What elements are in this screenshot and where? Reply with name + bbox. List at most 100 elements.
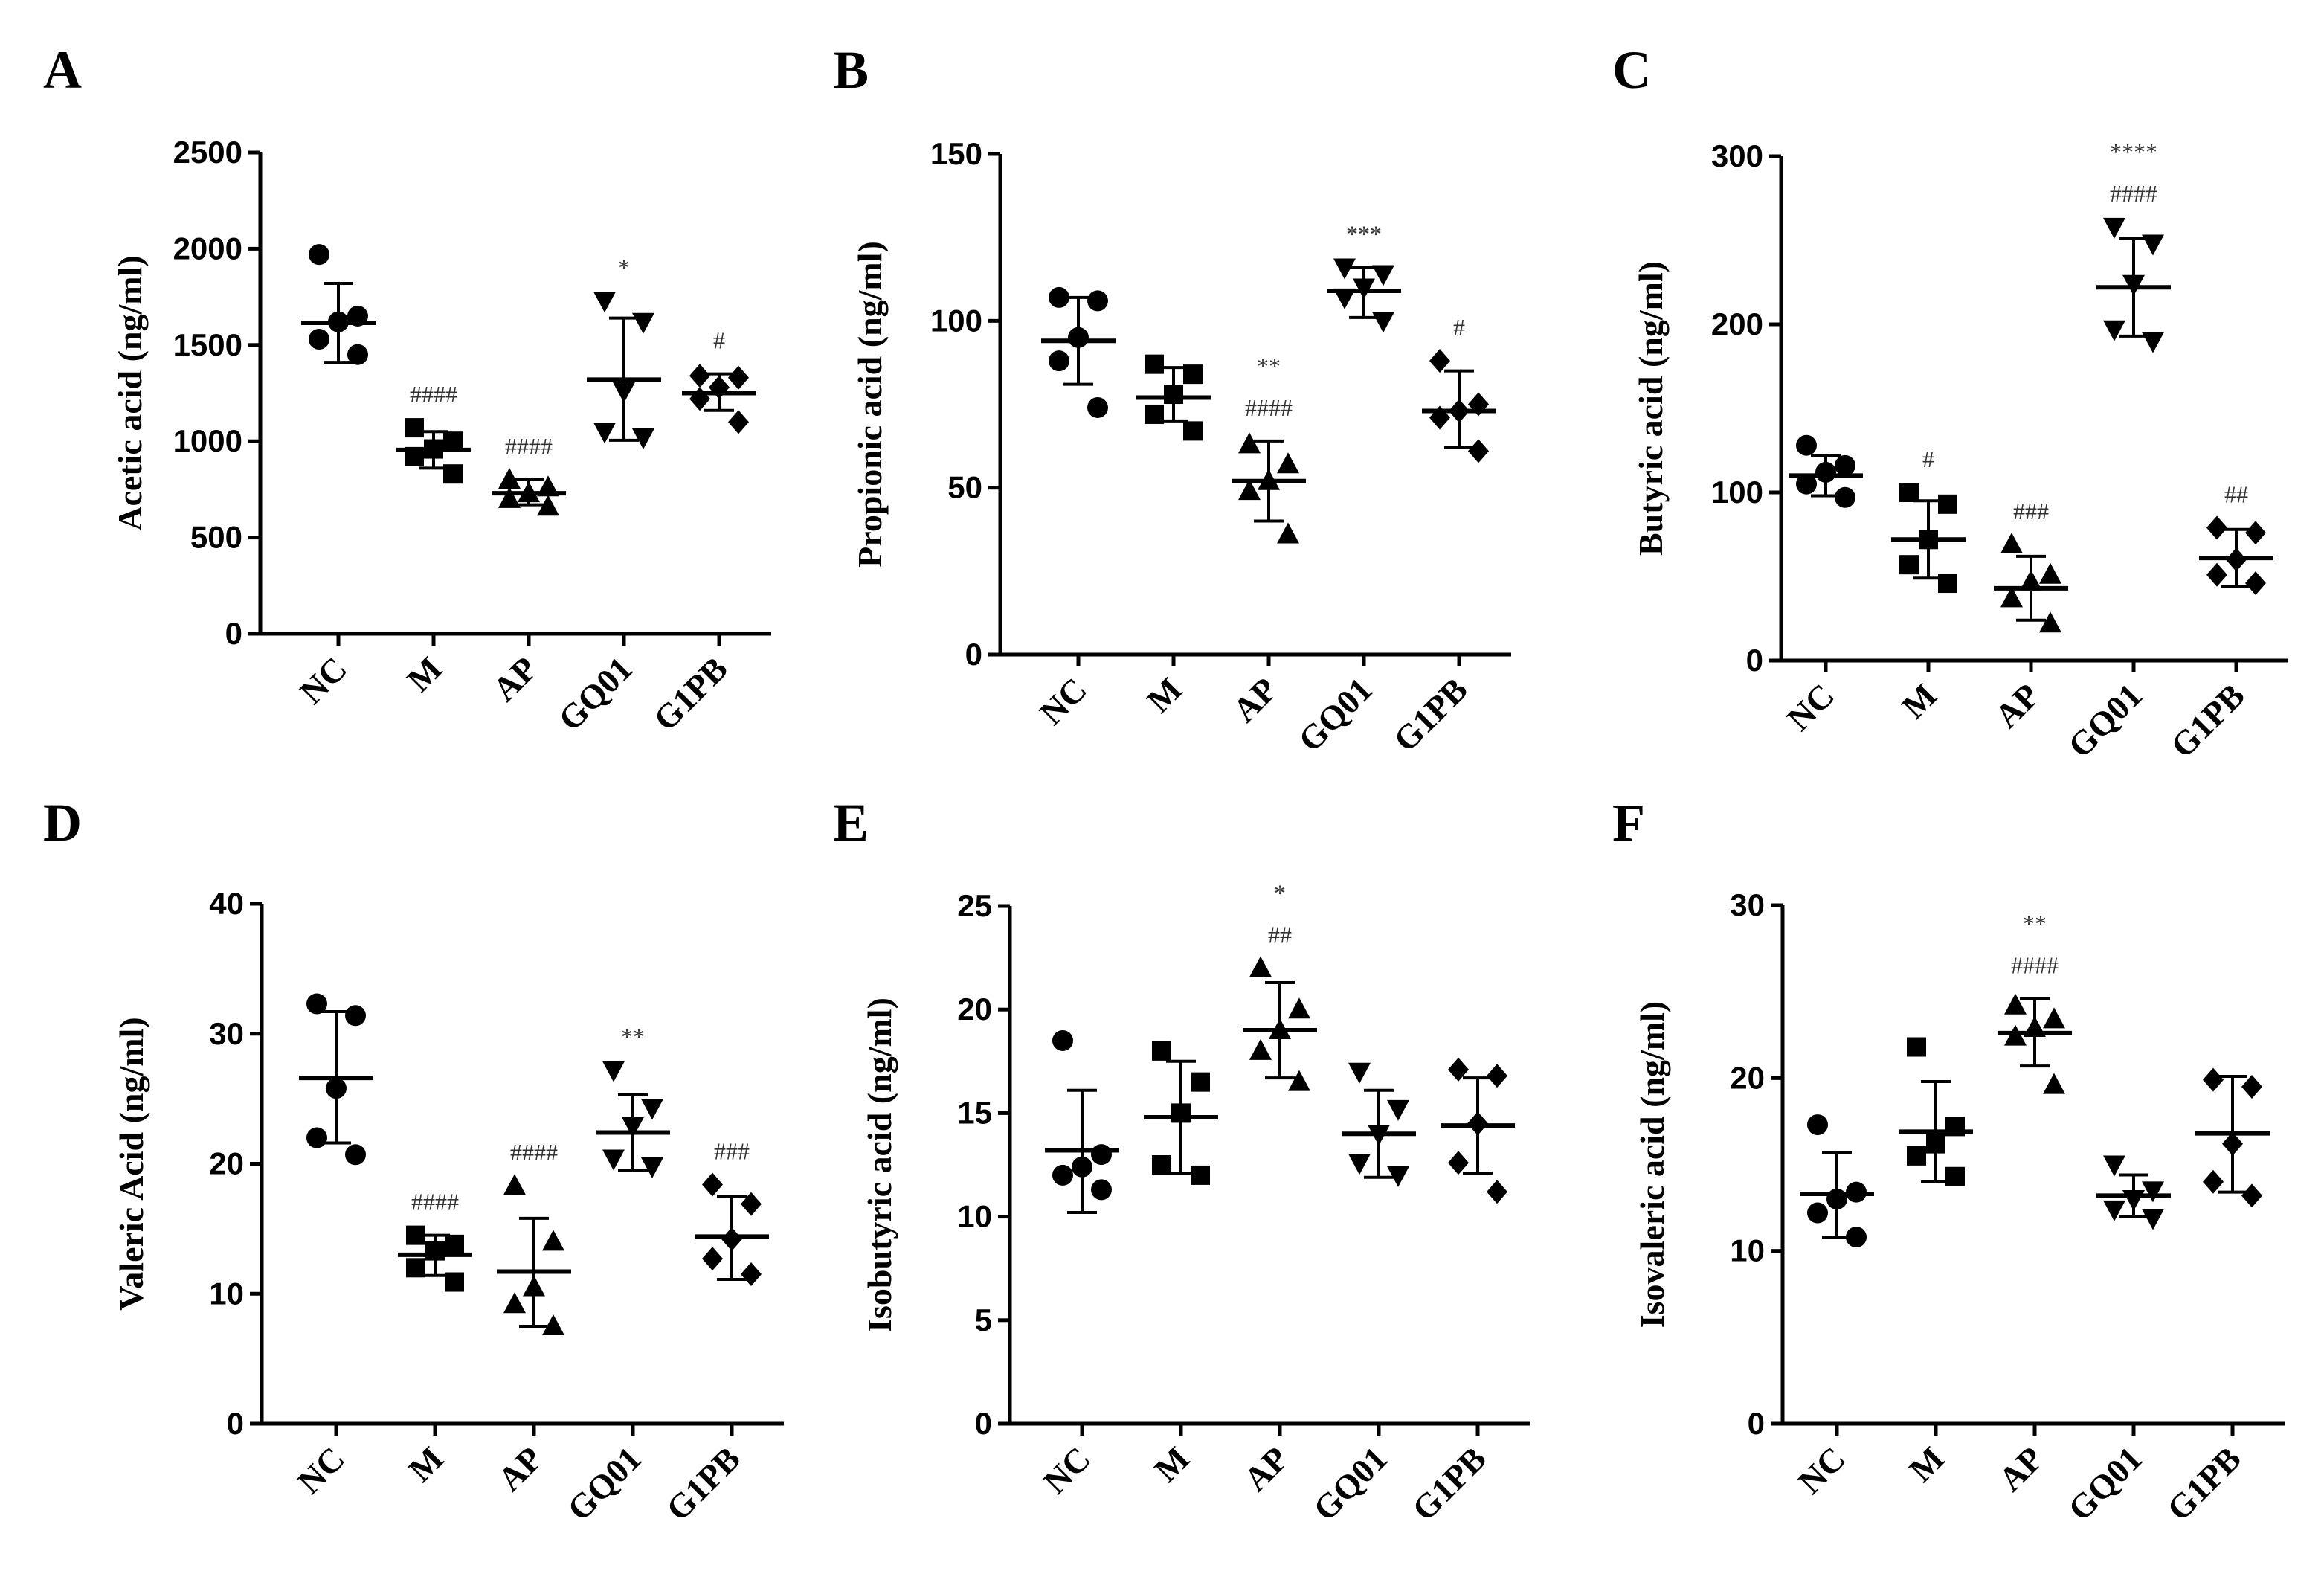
y-tick-label: 30: [209, 1016, 244, 1051]
y-tick-label: 25: [957, 888, 992, 923]
data-point: [1807, 1114, 1828, 1136]
data-point: [1907, 1146, 1926, 1166]
data-point: [405, 418, 424, 438]
x-tick-label: AP: [1237, 1439, 1295, 1498]
data-point: [702, 1247, 723, 1271]
data-point: [1049, 350, 1069, 372]
data-point: [602, 1149, 625, 1171]
significance-mark: **: [2023, 910, 2047, 937]
data-point: [1387, 1166, 1409, 1187]
x-tick-label: AP: [1988, 676, 2047, 735]
data-point: [728, 365, 749, 390]
significance-mark: *: [1274, 880, 1286, 907]
x-tick-label: AP: [491, 1439, 550, 1498]
y-axis-label: Propionic acid (ng/ml): [851, 241, 889, 568]
data-point: [689, 364, 710, 388]
y-tick-label: 500: [190, 520, 242, 555]
x-tick-label: M: [401, 1439, 451, 1489]
y-tick-label: 20: [209, 1146, 244, 1181]
data-point: [1899, 483, 1919, 502]
significance-mark: *: [618, 254, 630, 280]
data-point: [1835, 454, 1855, 476]
data-point: [503, 1292, 526, 1314]
data-point: [347, 344, 368, 365]
chart-panel-e: E 0 5 10 15 20 25 Isobutyric acid (ng/ml) NC M AP #…: [833, 793, 1530, 1528]
data-point: [309, 329, 329, 350]
data-point: [1145, 354, 1164, 374]
y-axis-label: Valeric Acid (ng/ml): [112, 1017, 150, 1310]
data-point: [2103, 1200, 2125, 1221]
data-point: [602, 1061, 625, 1082]
x-tick-label: AP: [1226, 670, 1284, 729]
data-point: [1448, 1151, 1469, 1175]
y-tick-label: 0: [227, 1406, 244, 1441]
y-tick-label: 2500: [173, 135, 242, 170]
y-tick-label: 50: [947, 470, 982, 505]
data-point: [1238, 432, 1261, 454]
data-point: [2142, 1181, 2164, 1203]
data-point: [2206, 515, 2227, 540]
y-tick-label: 5: [975, 1302, 992, 1337]
y-axis-label: Isobutyric acid (ng/ml): [860, 997, 898, 1332]
data-point: [1333, 288, 1356, 309]
data-point: [1487, 1064, 1507, 1088]
x-tick-label: NC: [1780, 676, 1841, 738]
x-tick-label: G1PB: [646, 649, 735, 738]
y-tick-label: 300: [1711, 138, 1763, 173]
data-point: [1152, 1041, 1171, 1061]
data-point: [1238, 479, 1261, 501]
data-point: [2142, 1209, 2164, 1230]
significance-mark: ####: [1245, 394, 1293, 421]
x-tick-label: NC: [1032, 670, 1094, 732]
data-point: [2206, 562, 2227, 587]
data-point: [1429, 349, 1450, 373]
data-point: [1348, 1154, 1371, 1175]
significance-mark: #: [713, 327, 725, 354]
data-point: [1348, 1062, 1371, 1084]
y-tick-label: 2000: [173, 231, 242, 266]
data-point: [345, 1144, 366, 1166]
x-tick-label: M: [1147, 1439, 1197, 1489]
data-point: [537, 495, 559, 516]
data-point: [1907, 1037, 1926, 1057]
data-point: [306, 993, 327, 1015]
data-point: [1372, 312, 1394, 333]
data-point: [741, 1192, 762, 1216]
data-point: [593, 423, 616, 444]
data-point: [1807, 1202, 1828, 1224]
significance-mark: #: [1922, 446, 1934, 472]
data-point: [2241, 1074, 2262, 1099]
significance-mark: ####: [2110, 180, 2157, 207]
data-point: [728, 410, 749, 434]
data-point: [1087, 290, 1108, 312]
data-point: [2103, 217, 2125, 239]
data-point: [2004, 993, 2027, 1015]
x-tick-label: G1PB: [1405, 1439, 1493, 1528]
x-tick-label: GQ01: [560, 1439, 648, 1528]
data-point: [2241, 1183, 2262, 1208]
x-tick-label: AP: [1992, 1439, 2050, 1498]
y-tick-label: 150: [930, 136, 982, 171]
data-point: [306, 1127, 327, 1148]
y-tick-label: 1500: [173, 327, 242, 362]
y-tick-label: 30: [1730, 887, 1765, 922]
data-point: [1049, 286, 1069, 308]
significance-mark: #: [1453, 314, 1465, 341]
significance-mark: ###: [714, 1137, 750, 1164]
data-point: [741, 1262, 762, 1287]
x-tick-label: G1PB: [2160, 1439, 2248, 1528]
data-point: [1052, 1164, 1073, 1186]
significance-mark: **: [1257, 353, 1281, 379]
data-point: [503, 1174, 526, 1195]
data-point: [1091, 1179, 1112, 1201]
data-point: [689, 387, 710, 411]
data-point: [498, 486, 521, 508]
y-tick-label: 20: [1730, 1060, 1765, 1095]
data-point: [2039, 611, 2061, 633]
significance-mark: ****: [2110, 138, 2157, 165]
significance-mark: ##: [1268, 922, 1292, 948]
significance-mark: ####: [2011, 951, 2059, 978]
x-tick-label: GQ01: [1306, 1439, 1394, 1528]
data-point: [1249, 1038, 1272, 1060]
